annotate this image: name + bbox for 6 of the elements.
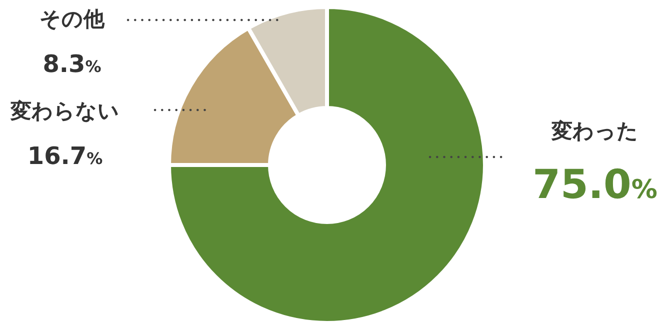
slice-label: 変わらない xyxy=(10,99,120,123)
slice-label: その他 xyxy=(40,7,106,31)
slice-label: 変わった xyxy=(550,119,638,143)
data-label: 8.3% xyxy=(42,50,102,78)
data-label: 75.0% xyxy=(532,162,658,208)
data-label: 16.7% xyxy=(27,142,103,170)
